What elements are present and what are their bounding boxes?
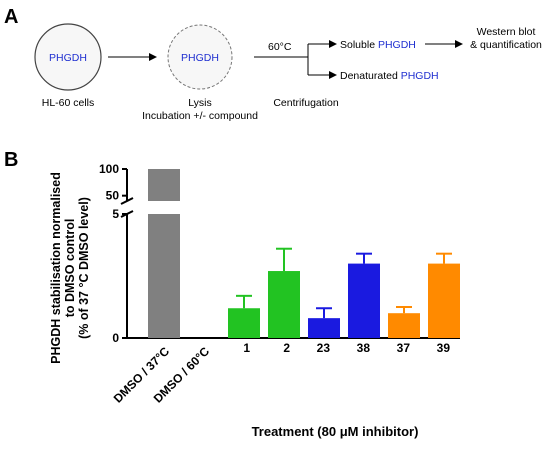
centrifugation-caption: Centrifugation — [273, 97, 339, 109]
x-tick-label-5: 23 — [317, 341, 331, 355]
panel-a-label: A — [4, 6, 18, 28]
bar-5 — [308, 318, 340, 338]
x-tick-label-6: 38 — [357, 341, 371, 355]
y-tick-label-upper: 50 — [106, 189, 120, 203]
bar-3 — [228, 308, 260, 338]
lysed-cell: PHGDH — [167, 24, 233, 90]
y-axis-label-line1: PHGDH stabilisation normalised — [49, 172, 63, 364]
bar-1-lower — [148, 214, 180, 338]
cell1-caption: HL-60 cells — [42, 97, 95, 109]
cell2-protein-label: PHGDH — [181, 52, 219, 64]
y-axis-label-line2: to DMSO control — [63, 219, 77, 318]
y-axis-label: PHGDH stabilisation normalised to DMSO c… — [49, 172, 91, 364]
bar-1-upper — [148, 169, 180, 201]
x-axis-label: Treatment (80 μM inhibitor) — [252, 424, 419, 439]
temperature-label: 60°C — [268, 41, 292, 53]
cell1-protein-label: PHGDH — [49, 52, 87, 64]
x-tick-label-7: 37 — [397, 341, 411, 355]
western-blot-label: Western blot — [477, 26, 536, 38]
x-tick-label-4: 2 — [283, 341, 290, 355]
y-tick-label-lower: 0 — [112, 331, 119, 345]
bar-8 — [428, 263, 460, 338]
denatured-label: Denaturated PHGDH — [340, 70, 439, 82]
lysis-caption: Lysis — [188, 97, 212, 109]
panel-b-label: B — [4, 149, 18, 171]
bar-6 — [348, 263, 380, 338]
incubation-caption: Incubation +/- compound — [142, 110, 258, 122]
quantification-label: & quantification — [470, 39, 542, 51]
y-tick-label-upper: 100 — [99, 162, 119, 176]
y-tick-label-lower: 5 — [112, 207, 119, 221]
bar-4 — [268, 271, 300, 338]
x-tick-label-8: 39 — [437, 341, 451, 355]
hl60-cell: PHGDH — [34, 23, 102, 91]
x-tick-label-3: 1 — [243, 341, 250, 355]
y-axis-label-line3: (% of 37 °C DMSO level) — [77, 197, 91, 339]
soluble-label: Soluble PHGDH — [340, 39, 416, 51]
axis-break-mark-upper — [120, 197, 134, 205]
bar-7 — [388, 313, 420, 338]
